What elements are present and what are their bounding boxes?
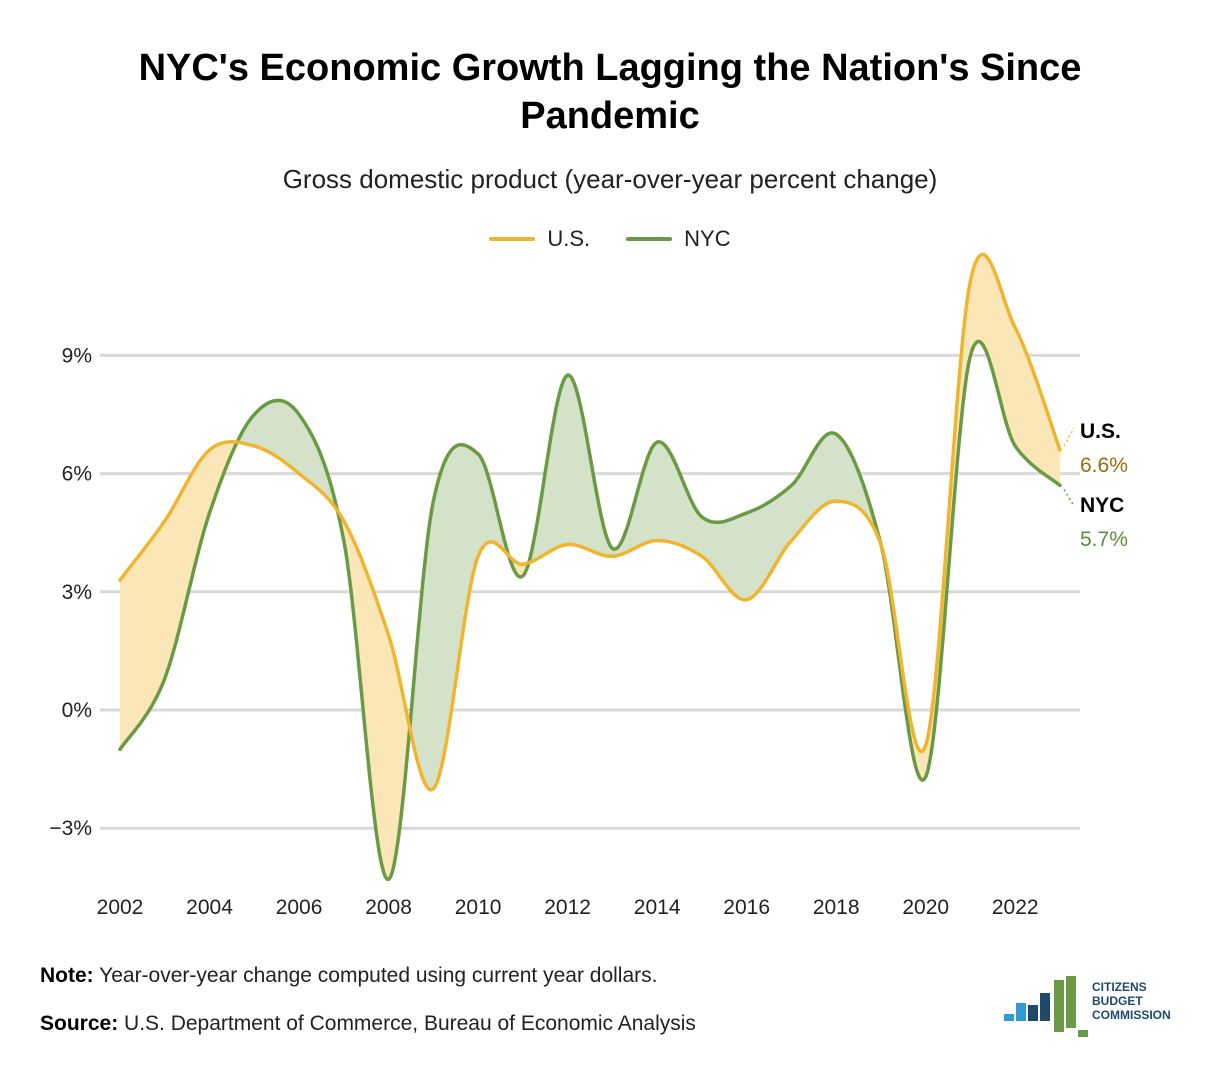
legend-swatch-us <box>489 237 536 241</box>
x-tick-label: 2006 <box>276 896 323 919</box>
legend-swatch-nyc <box>626 237 673 241</box>
x-tick-label: 2014 <box>634 896 681 919</box>
x-tick-label: 2010 <box>455 896 502 919</box>
legend-item-nyc: NYC <box>626 226 731 252</box>
logo-bar-2 <box>1016 1003 1026 1021</box>
us-end-leader <box>1063 427 1075 447</box>
chart-subtitle: Gross domestic product (year-over-year p… <box>282 164 938 194</box>
y-tick-label: 3% <box>62 581 92 604</box>
x-tick-label: 2008 <box>365 896 412 919</box>
fill-nyc-above <box>528 375 881 600</box>
end-labels: U.S. 6.6% NYC 5.7% <box>1063 420 1128 551</box>
logo-bar-7 <box>1078 1030 1088 1037</box>
source: Source: U.S. Department of Commerce, Bur… <box>40 1012 696 1036</box>
series-lines <box>118 252 1062 882</box>
fill-us-above <box>881 254 1060 781</box>
source-text: U.S. Department of Commerce, Bureau of E… <box>118 1012 696 1035</box>
citizens-budget-commission-logo: CITIZENS BUDGET COMMISSION <box>1004 976 1171 1037</box>
us-end-name: U.S. <box>1080 420 1121 443</box>
legend-item-us: U.S. <box>489 226 590 252</box>
logo-text-line-2: BUDGET <box>1092 994 1143 1008</box>
x-tick-label: 2020 <box>902 896 949 919</box>
nyc-end-value: 5.7% <box>1080 528 1128 551</box>
note-text: Year-over-year change computed using cur… <box>93 964 658 987</box>
source-label: Source: <box>40 1012 119 1035</box>
legend: U.S. NYC <box>0 226 1220 252</box>
logo-bar-4 <box>1040 993 1050 1021</box>
x-tick-label: 2022 <box>992 896 1039 919</box>
nyc-series-line <box>118 339 1062 882</box>
logo-bar-3 <box>1028 1005 1038 1021</box>
note-label: Note: <box>40 964 94 987</box>
grid-lines <box>100 353 1080 830</box>
y-tick-label: 0% <box>62 699 92 722</box>
logo-bar-5 <box>1054 980 1064 1032</box>
fill-us-above <box>120 441 238 750</box>
x-tick-label: 2018 <box>813 896 860 919</box>
fill-nyc-above <box>409 444 509 790</box>
logo-bar-1 <box>1004 1014 1014 1021</box>
x-tick-label: 2004 <box>186 896 233 919</box>
chart-title: NYC's Economic Growth Lagging the Nation… <box>138 47 1082 137</box>
logo-text-line-3: COMMISSION <box>1092 1008 1171 1022</box>
x-tick-label: 2012 <box>544 896 591 919</box>
legend-label-us: U.S. <box>547 226 591 251</box>
y-tick-label: 9% <box>62 344 92 367</box>
x-tick-labels: 2002 2004 2006 2008 2010 2012 2014 2016 2018 2020… <box>97 896 1039 919</box>
difference-fill <box>120 254 1060 880</box>
logo-text-line-1: CITIZENS <box>1092 980 1147 994</box>
nyc-end-leader <box>1063 489 1075 507</box>
nyc-end-name: NYC <box>1080 494 1124 517</box>
logo-bar-6 <box>1066 976 1076 1028</box>
note: Note: Year-over-year change computed usi… <box>40 964 657 988</box>
us-series-line <box>118 252 1062 792</box>
x-tick-label: 2002 <box>97 896 144 919</box>
us-end-value: 6.6% <box>1080 454 1128 477</box>
legend-label-nyc: NYC <box>684 226 731 251</box>
y-tick-label: −3% <box>49 817 92 840</box>
y-tick-labels: −3% 0% 3% 6% 9% <box>49 344 92 840</box>
y-tick-label: 6% <box>62 463 92 486</box>
fill-us-above <box>337 510 410 880</box>
x-tick-label: 2016 <box>723 896 770 919</box>
